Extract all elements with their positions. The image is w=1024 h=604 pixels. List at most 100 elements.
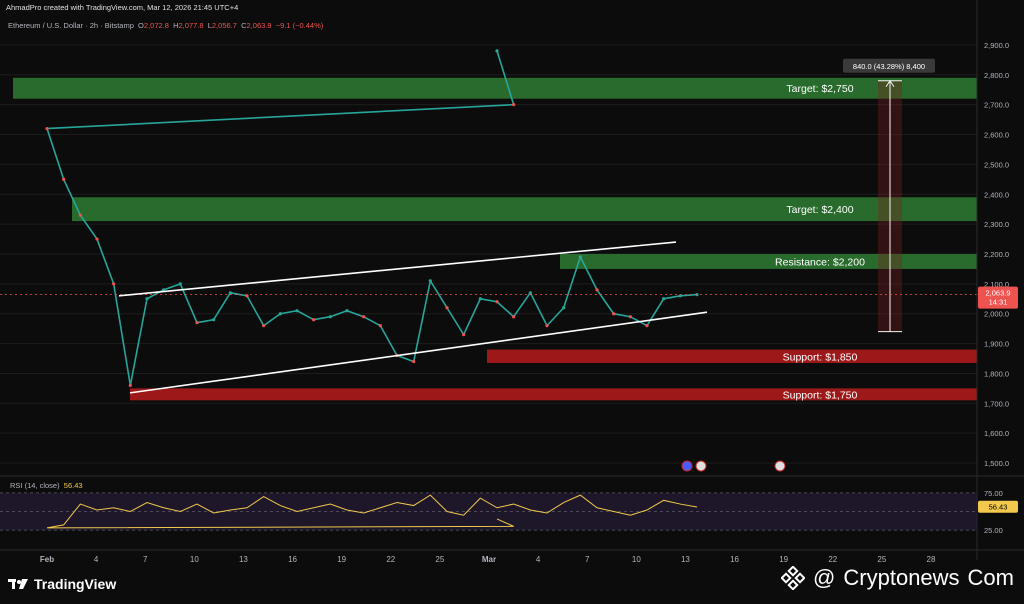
rsi-label: RSI (14, close) xyxy=(10,481,60,490)
price-point xyxy=(562,306,566,310)
y-tick-label: 1,600.0 xyxy=(984,429,1009,438)
price-point xyxy=(145,297,149,301)
low-label: L xyxy=(207,21,212,30)
price-zones: Target: $2,750 Target: $2,400 Resistance: … xyxy=(13,77,977,401)
rsi-legend: RSI (14, close) 56.43 xyxy=(10,481,83,490)
price-series xyxy=(0,49,977,387)
price-point xyxy=(178,282,182,286)
price-point xyxy=(478,297,482,301)
x-tick-label: 25 xyxy=(877,555,886,564)
high-value: 2,077.8 xyxy=(178,21,204,30)
price-point xyxy=(378,324,382,328)
high-label: H xyxy=(173,21,179,30)
price-point xyxy=(95,237,99,241)
price-change: −9.1 (−0.44%) xyxy=(275,21,324,30)
y-tick-label: 2,500.0 xyxy=(984,160,1009,169)
x-tick-label: 19 xyxy=(779,555,788,564)
price-point xyxy=(462,333,466,337)
y-tick-label: 1,800.0 xyxy=(984,369,1009,378)
tradingview-brand: TradingView xyxy=(34,576,117,592)
price-point xyxy=(345,309,349,313)
price-point xyxy=(612,312,616,316)
rsi-value-tag xyxy=(978,500,1018,513)
channel-lower-line xyxy=(129,311,708,394)
x-tick-label: 16 xyxy=(288,555,297,564)
price-point xyxy=(512,103,516,107)
zone-label: Resistance: $2,200 xyxy=(775,256,865,268)
price-point xyxy=(312,318,316,322)
x-tick-label: 7 xyxy=(143,555,148,564)
zone-band xyxy=(130,388,977,401)
price-point xyxy=(628,315,632,319)
price-point xyxy=(45,126,49,131)
measure-tool: 840.0 (43.28%) 8,400 xyxy=(843,58,935,333)
x-tick-label: 19 xyxy=(337,555,346,564)
y-tick-label: 2,700.0 xyxy=(984,101,1009,110)
y-tick-label: 1,900.0 xyxy=(984,340,1009,349)
zone-band xyxy=(13,77,977,99)
x-tick-label: 4 xyxy=(536,555,541,564)
y-tick-label: 2,600.0 xyxy=(984,131,1009,140)
zone-band xyxy=(72,197,977,222)
price-point xyxy=(212,318,216,322)
price-point xyxy=(112,282,116,286)
rsi-line xyxy=(46,494,698,529)
open-label: O xyxy=(138,21,144,30)
low-value: 2,056.7 xyxy=(211,21,237,30)
price-point xyxy=(295,309,299,313)
price-point xyxy=(78,213,82,217)
watermark-text: Cryptonews xyxy=(843,565,960,590)
event-marker-icon xyxy=(774,460,786,472)
price-point xyxy=(595,288,599,292)
zone-label: Support: $1,750 xyxy=(783,389,858,401)
trend-channel xyxy=(118,241,708,394)
price-point xyxy=(195,321,199,325)
price-point xyxy=(662,297,666,301)
price-point xyxy=(545,324,549,328)
x-tick-label: 10 xyxy=(632,555,641,564)
price-point xyxy=(495,49,499,53)
zone-band xyxy=(560,253,977,269)
price-point xyxy=(445,306,449,310)
open-value: 2,072.8 xyxy=(143,21,169,30)
rsi-tick-label: 25.00 xyxy=(984,526,1003,535)
zone-label: Target: $2,400 xyxy=(786,204,853,216)
y-tick-label: 2,200.0 xyxy=(984,250,1009,259)
watermark-suffix: Com xyxy=(967,565,1014,590)
zone-label: Support: $1,850 xyxy=(783,351,858,363)
tradingview-logo[interactable]: TradingView xyxy=(8,576,116,592)
price-axis[interactable]: 2,900.0 2,800.0 2,700.0 2,600.0 2,500.0 2,400… xyxy=(976,0,1018,560)
price-point xyxy=(528,291,532,295)
rsi-tick-label: 75.00 xyxy=(984,489,1003,498)
x-tick-label: 25 xyxy=(435,555,444,564)
symbol-legend: Ethereum / U.S. Dollar · 2h · Bitstamp O… xyxy=(8,21,323,30)
x-tick-label: 13 xyxy=(239,555,248,564)
x-tick-label: 22 xyxy=(828,555,837,564)
symbol-name[interactable]: Ethereum / U.S. Dollar · 2h · Bitstamp xyxy=(8,21,134,30)
watermark-at: @ xyxy=(813,565,836,590)
y-tick-label: 2,800.0 xyxy=(984,71,1009,80)
time-axis[interactable]: Feb 4 7 10 13 16 19 22 25 Mar 4 7 10 13 16 19 22 25 28 xyxy=(0,549,1024,564)
chart-markers xyxy=(681,460,786,472)
x-tick-label: 4 xyxy=(94,555,99,564)
x-tick-label: 13 xyxy=(681,555,690,564)
rsi-pane: 75.00 25.00 56.43 xyxy=(0,475,1024,535)
y-tick-label: 2,100.0 xyxy=(984,280,1009,289)
close-label: C xyxy=(241,21,247,30)
zone-band xyxy=(487,349,977,363)
x-tick-label: 10 xyxy=(190,555,199,564)
y-tick-label: 1,700.0 xyxy=(984,399,1009,408)
grid-lines xyxy=(0,44,977,464)
x-tick-label: 16 xyxy=(730,555,739,564)
price-point xyxy=(128,383,132,387)
last-price-tag xyxy=(978,286,1018,309)
last-price-time: 14:31 xyxy=(989,298,1008,307)
x-tick-label: Feb xyxy=(40,555,54,564)
channel-upper-line xyxy=(118,241,677,297)
y-tick-label: 2,300.0 xyxy=(984,220,1009,229)
tradingview-logo-icon xyxy=(8,579,28,589)
price-point xyxy=(262,324,266,328)
chart-credit: AhmadPro created with TradingView.com, M… xyxy=(6,3,239,12)
y-tick-label: 1,500.0 xyxy=(984,459,1009,468)
